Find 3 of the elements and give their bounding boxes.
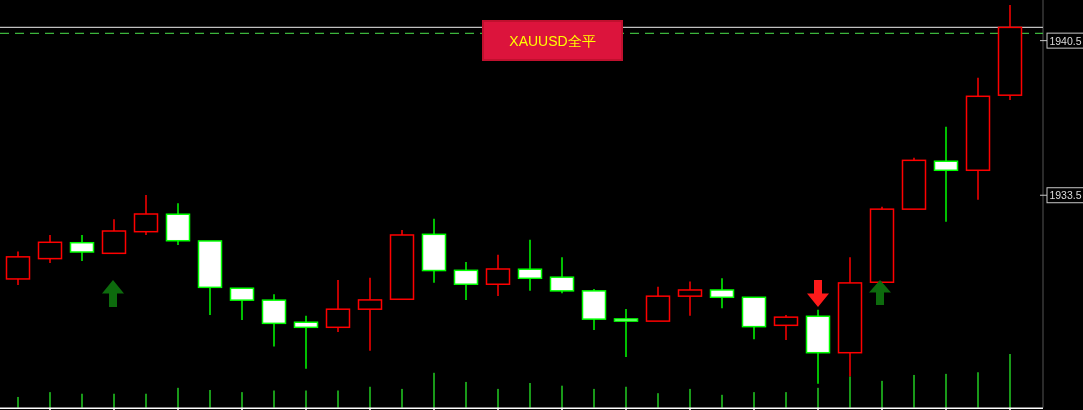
y-tick-label: 1940.5 [1049,34,1082,47]
title: XAUUSD全平 [482,20,623,61]
y-tick-label: 1933.5 [1049,189,1082,202]
